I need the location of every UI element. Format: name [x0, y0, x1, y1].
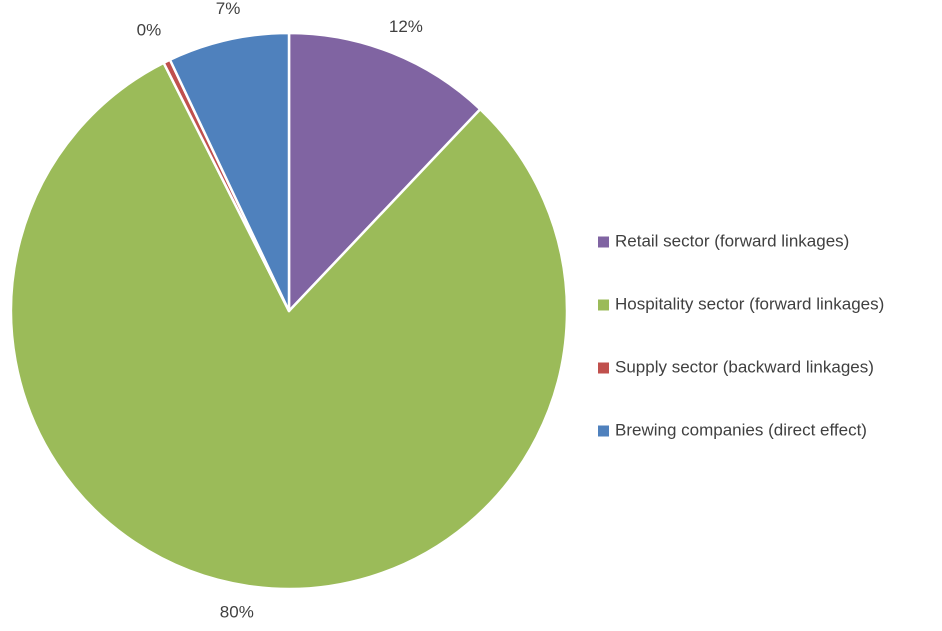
legend-label: Supply sector (backward linkages)	[615, 357, 874, 376]
legend-swatch	[598, 425, 609, 437]
data-label-brewing-companies: 7%	[216, 0, 241, 18]
legend-swatch	[598, 236, 609, 248]
data-label-hospitality-sector: 80%	[220, 602, 254, 621]
legend-label: Hospitality sector (forward linkages)	[615, 294, 884, 313]
data-labels: 12% 80% 0% 7%	[137, 0, 423, 621]
data-label-retail-sector: 12%	[389, 17, 423, 36]
legend-swatch	[598, 299, 609, 311]
legend: Retail sector (forward linkages) Hospital…	[598, 231, 884, 439]
data-label-supply-sector: 0%	[137, 20, 162, 39]
pie-slices	[9, 31, 569, 591]
legend-item-brewing-companies: Brewing companies (direct effect)	[598, 420, 867, 439]
legend-label: Brewing companies (direct effect)	[615, 420, 867, 439]
legend-item-retail-sector: Retail sector (forward linkages)	[598, 231, 849, 250]
legend-swatch	[598, 362, 609, 374]
pie-slice-hospitality-sector	[9, 61, 569, 591]
legend-item-supply-sector: Supply sector (backward linkages)	[598, 357, 874, 376]
legend-label: Retail sector (forward linkages)	[615, 231, 849, 250]
legend-item-hospitality-sector: Hospitality sector (forward linkages)	[598, 294, 884, 313]
pie-slice-retail-sector	[287, 31, 482, 313]
pie-slice-brewing-companies	[168, 31, 291, 313]
